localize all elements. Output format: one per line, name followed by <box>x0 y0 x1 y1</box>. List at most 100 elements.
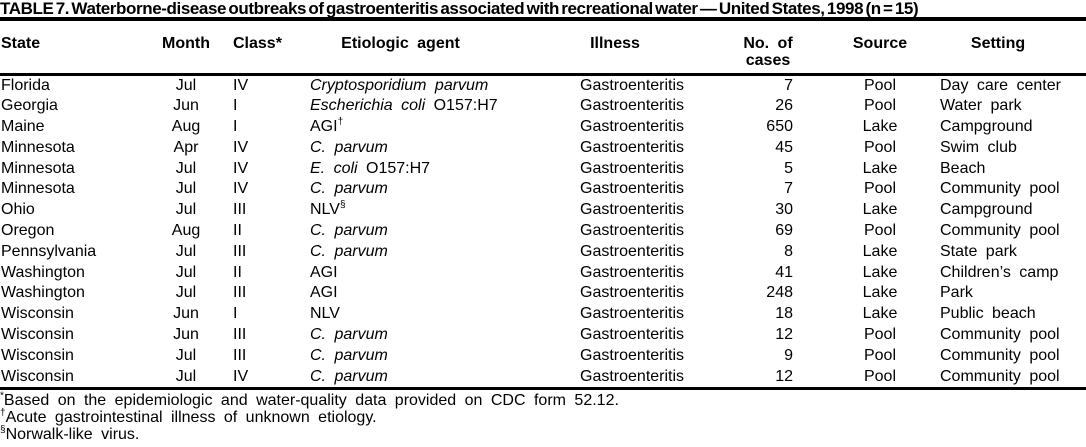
cell-source: Pool <box>863 138 897 156</box>
agent-scientific-name: C. parvum <box>310 138 388 156</box>
column-header-state: State <box>0 21 150 76</box>
cell-class: III <box>233 284 247 302</box>
table-row: Wisconsin Jul III C. parvum Gastroenteri… <box>0 346 1086 367</box>
agent-footnote-marker: § <box>339 200 346 211</box>
cell-source: Lake <box>862 118 898 136</box>
cell-source: Lake <box>862 263 898 281</box>
cell-state: Washington <box>1 263 85 281</box>
cell-state: Pennsylvania <box>1 242 97 260</box>
cell-cases: 12 <box>775 367 793 385</box>
column-header-month: Month <box>150 21 222 76</box>
cell-cases: 8 <box>784 242 793 260</box>
agent-plain-name: AGI <box>310 263 338 281</box>
table-row: Minnesota Jul IV E. coli O157:H7 Gastroe… <box>0 159 1086 180</box>
cell-class: III <box>233 242 247 260</box>
footnote-agi-definition: †Acute gastrointestinal illness of unkno… <box>0 408 1086 427</box>
footnote-text: Based on the epidemiologic and water-qua… <box>3 392 619 410</box>
title-divider <box>0 17 1086 21</box>
column-header-cases-line2: cases <box>745 52 791 69</box>
cell-illness: Gastroenteritis <box>580 201 685 219</box>
cell-month: Jul <box>175 346 197 364</box>
table-row: Maine Aug I AGI† Gastroenteritis 650 Lak… <box>0 117 1086 138</box>
cell-illness: Gastroenteritis <box>580 242 685 260</box>
cell-setting: Beach <box>940 159 986 177</box>
table-row: Ohio Jul III NLV§ Gastroenteritis 30 Lak… <box>0 200 1086 221</box>
table-body: Florida Jul IV Cryptosporidium parvum Ga… <box>0 74 1086 387</box>
cell-cases: 12 <box>775 326 793 344</box>
table-bottom-divider <box>0 387 1086 391</box>
cell-month: Jul <box>175 284 197 302</box>
cell-state: Wisconsin <box>1 367 74 385</box>
agent-scientific-name: C. parvum <box>310 326 388 344</box>
column-header-cases: No. of cases <box>720 21 800 76</box>
cell-agent: C. parvum <box>307 367 542 388</box>
agent-plain-name: O157:H7 <box>425 97 498 115</box>
cell-illness: Gastroenteritis <box>580 118 685 136</box>
cell-class: II <box>233 222 242 240</box>
cell-illness: Gastroenteritis <box>580 180 685 198</box>
agent-scientific-name: C. parvum <box>310 367 388 385</box>
cell-setting: Swim club <box>940 138 1017 156</box>
footnote-class-definition: *Based on the epidemiologic and water-qu… <box>0 391 1086 410</box>
cell-month: Jul <box>175 159 197 177</box>
cell-setting: Community pool <box>940 180 1060 198</box>
cell-month: Jul <box>175 242 197 260</box>
cell-source: Lake <box>862 284 898 302</box>
cell-month: Jun <box>173 305 199 323</box>
cell-state: Wisconsin <box>1 346 74 364</box>
cell-agent: NLV <box>307 304 542 325</box>
agent-scientific-name: C. parvum <box>310 222 388 240</box>
cell-state: Minnesota <box>1 180 75 198</box>
cell-illness: Gastroenteritis <box>580 367 685 385</box>
agent-plain-name: AGI <box>310 284 338 302</box>
cell-month: Aug <box>171 118 201 136</box>
cell-class: IV <box>233 180 249 198</box>
cell-setting: Park <box>940 284 973 302</box>
cell-state: Ohio <box>1 201 35 219</box>
cell-setting: Community pool <box>940 367 1060 385</box>
cell-agent: C. parvum <box>307 221 542 242</box>
column-header-class: Class* <box>222 21 307 76</box>
cell-illness: Gastroenteritis <box>580 76 685 94</box>
cell-month: Aug <box>171 222 201 240</box>
cell-class: III <box>233 326 247 344</box>
cell-illness: Gastroenteritis <box>580 305 685 323</box>
cell-illness: Gastroenteritis <box>580 284 685 302</box>
agent-scientific-name: E. coli <box>310 159 358 177</box>
cell-agent: AGI <box>307 263 542 284</box>
column-header-cases-line1: No. of <box>743 35 793 52</box>
table-row: Oregon Aug II C. parvum Gastroenteritis … <box>0 221 1086 242</box>
cell-source: Pool <box>863 367 897 385</box>
cell-month: Jul <box>175 367 197 385</box>
cell-class: II <box>233 263 242 281</box>
table-row: Wisconsin Jun I NLV Gastroenteritis 18 L… <box>0 304 1086 325</box>
cell-state: Wisconsin <box>1 326 74 344</box>
cell-month: Jun <box>173 97 199 115</box>
cell-source: Lake <box>862 305 898 323</box>
asterisk-marker: * <box>0 391 4 403</box>
cell-agent: AGI <box>307 283 542 304</box>
cell-state: Minnesota <box>1 138 75 156</box>
table-row: Pennsylvania Jul III C. parvum Gastroent… <box>0 242 1086 263</box>
cell-month: Jul <box>175 180 197 198</box>
cell-illness: Gastroenteritis <box>580 326 685 344</box>
dagger-marker: † <box>0 408 6 420</box>
cell-agent: C. parvum <box>307 325 542 346</box>
cell-setting: Water park <box>940 97 1022 115</box>
agent-footnote-marker: † <box>337 117 344 128</box>
cell-setting: State park <box>940 242 1017 260</box>
cell-class: I <box>233 118 238 136</box>
cell-setting: Community pool <box>940 222 1060 240</box>
cell-cases: 41 <box>775 263 793 281</box>
table-row: Wisconsin Jun III C. parvum Gastroenteri… <box>0 325 1086 346</box>
agent-plain-name: NLV <box>310 305 340 323</box>
column-header-agent: Etiologic agent <box>307 21 542 76</box>
table-row: Georgia Jun I Escherichia coli O157:H7 G… <box>0 96 1086 117</box>
cell-cases: 248 <box>766 284 793 302</box>
cell-cases: 26 <box>775 97 793 115</box>
cell-state: Georgia <box>1 97 58 115</box>
cell-setting: Public beach <box>940 305 1036 323</box>
cell-illness: Gastroenteritis <box>580 159 685 177</box>
cell-class: IV <box>233 159 249 177</box>
